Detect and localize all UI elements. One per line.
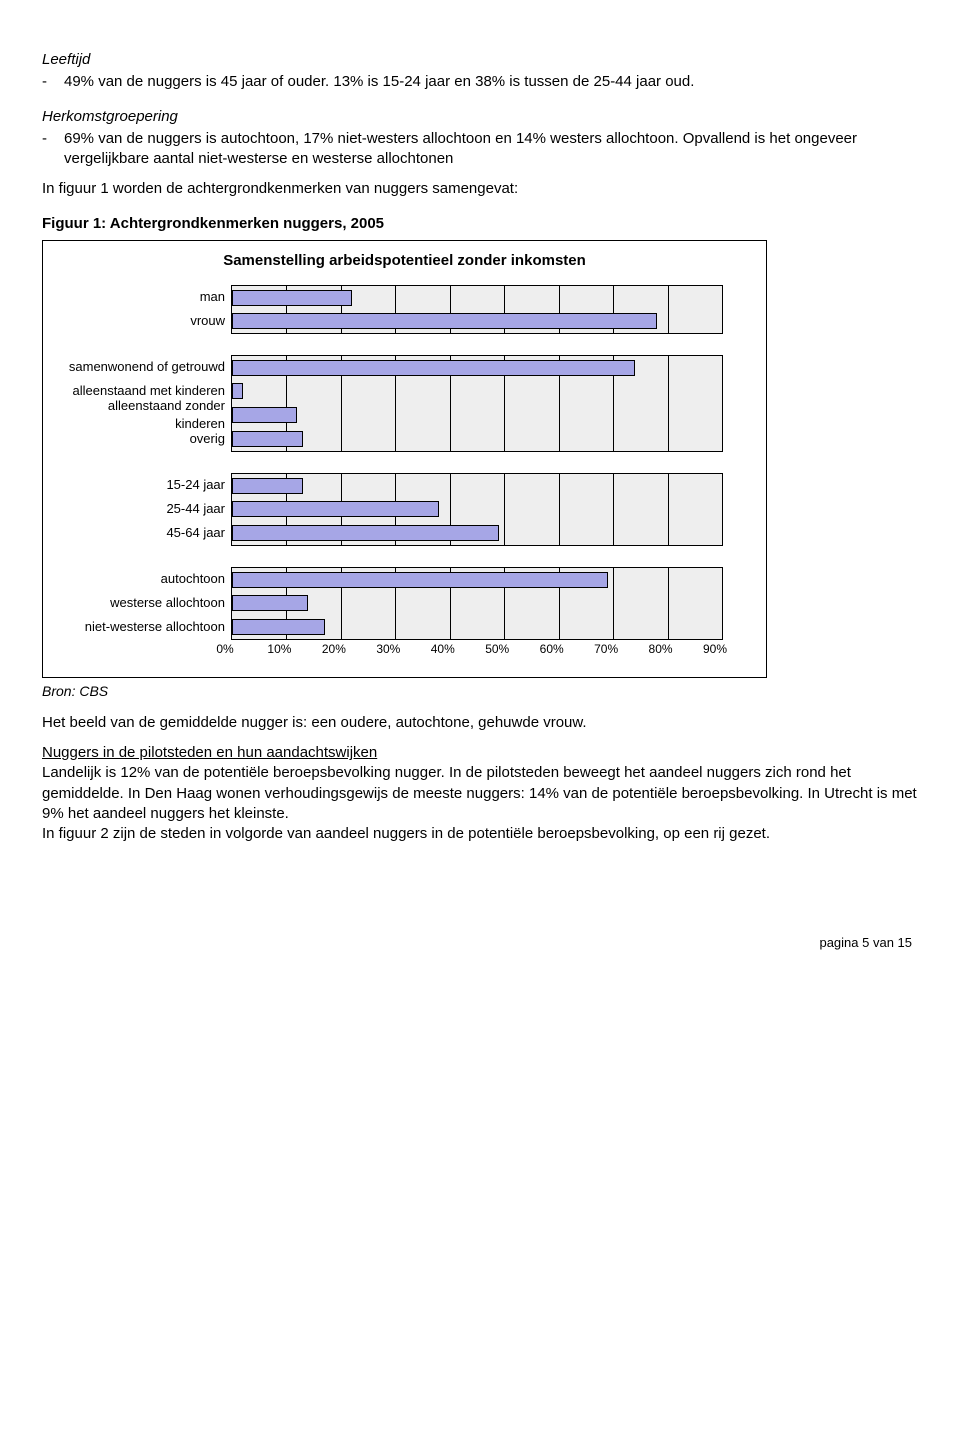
bar <box>232 407 297 423</box>
bar-row: autochtoon <box>65 567 744 591</box>
bar-label: autochtoon <box>65 570 231 588</box>
chart-body: manvrouwsamenwonend of getrouwdalleensta… <box>65 285 744 659</box>
bar-row: man <box>65 285 744 309</box>
bar <box>232 383 243 399</box>
bar <box>232 619 325 635</box>
pilot-body-2: In figuur 2 zijn de steden in volgorde v… <box>42 825 770 842</box>
x-tick-label: 0% <box>216 641 233 657</box>
heading-leeftijd: Leeftijd <box>42 50 918 70</box>
bar <box>232 525 499 541</box>
chart-group: 15-24 jaar 25-44 jaar 45-64 jaar <box>65 473 744 545</box>
bar <box>232 313 657 329</box>
bullet-herkomst: - 69% van de nuggers is autochtoon, 17% … <box>42 129 918 170</box>
intro-paragraph: In figuur 1 worden de achtergrondkenmerk… <box>42 179 918 199</box>
bar <box>232 290 352 306</box>
x-tick-label: 40% <box>431 641 455 657</box>
bar-label: westerse allochtoon <box>65 594 231 612</box>
bar-row: alleenstaand zonder kinderen <box>65 403 744 427</box>
x-tick-label: 80% <box>649 641 673 657</box>
heading-herkomst: Herkomstgroepering <box>42 107 918 127</box>
page-footer: pagina 5 van 15 <box>42 934 918 952</box>
bar <box>232 360 635 376</box>
x-axis: 0% 10% 20% 30% 40% 50% 60% 70% 80% 90% <box>65 641 744 659</box>
bar-row: samenwonend of getrouwd <box>65 355 744 379</box>
bar-plot <box>231 473 723 498</box>
x-tick-label: 20% <box>322 641 346 657</box>
figure-1-chart: Samenstelling arbeidspotentieel zonder i… <box>42 240 767 678</box>
pilot-heading: Nuggers in de pilotsteden en hun aandach… <box>42 744 377 761</box>
bullet-leeftijd: - 49% van de nuggers is 45 jaar of ouder… <box>42 72 918 92</box>
x-tick-label: 90% <box>703 641 727 657</box>
bar-plot <box>231 521 723 546</box>
bar <box>232 595 308 611</box>
paragraph-after-chart: Het beeld van de gemiddelde nugger is: e… <box>42 713 918 733</box>
bar-plot <box>231 591 723 615</box>
x-tick-label: 10% <box>267 641 291 657</box>
bar-plot <box>231 497 723 521</box>
bar-label: niet-westerse allochtoon <box>65 618 231 636</box>
bar-plot <box>231 355 723 380</box>
x-tick-label: 60% <box>540 641 564 657</box>
bar <box>232 501 439 517</box>
bullet-dash: - <box>42 72 64 92</box>
bar-label: 45-64 jaar <box>65 524 231 542</box>
bar <box>232 572 608 588</box>
bar-plot <box>231 427 723 452</box>
figure-1-title: Figuur 1: Achtergrondkenmerken nuggers, … <box>42 214 918 234</box>
bar-label: man <box>65 288 231 306</box>
x-tick-label: 50% <box>485 641 509 657</box>
chart-title: Samenstelling arbeidspotentieel zonder i… <box>65 251 744 271</box>
chart-group: autochtoon westerse allochtoon niet-wester… <box>65 567 744 639</box>
bar-label: vrouw <box>65 312 231 330</box>
chart-source: Bron: CBS <box>42 682 918 701</box>
bullet-dash: - <box>42 129 64 149</box>
bar-plot <box>231 615 723 640</box>
chart-group: man vrouw <box>65 285 744 333</box>
bar <box>232 478 303 494</box>
bar-plot <box>231 567 723 592</box>
bar-label: overig <box>65 430 231 448</box>
bar-label: 25-44 jaar <box>65 500 231 518</box>
x-tick-label: 30% <box>376 641 400 657</box>
pilot-body: Landelijk is 12% van de potentiële beroe… <box>42 764 917 822</box>
bar-plot <box>231 285 723 310</box>
bar-row: niet-westerse allochtoon <box>65 615 744 639</box>
bar-row: vrouw <box>65 309 744 333</box>
bar-plot <box>231 309 723 334</box>
pilot-section: Nuggers in de pilotsteden en hun aandach… <box>42 743 918 844</box>
bar-row: westerse allochtoon <box>65 591 744 615</box>
bar-plot <box>231 403 723 427</box>
bar-plot <box>231 379 723 403</box>
bar-row: overig <box>65 427 744 451</box>
bar-row: 45-64 jaar <box>65 521 744 545</box>
bar-row: 15-24 jaar <box>65 473 744 497</box>
chart-group: samenwonend of getrouwdalleenstaand met … <box>65 355 744 451</box>
bullet-text-herkomst: 69% van de nuggers is autochtoon, 17% ni… <box>64 129 918 170</box>
bar-row: 25-44 jaar <box>65 497 744 521</box>
bar <box>232 431 303 447</box>
bullet-text-leeftijd: 49% van de nuggers is 45 jaar of ouder. … <box>64 72 918 92</box>
bar-label: 15-24 jaar <box>65 476 231 494</box>
bar-label: samenwonend of getrouwd <box>65 358 231 376</box>
x-tick-label: 70% <box>594 641 618 657</box>
